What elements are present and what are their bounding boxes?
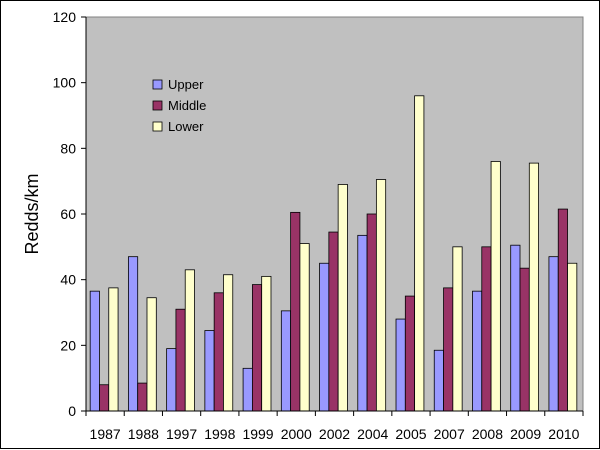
bar-upper-2005 (395, 318, 406, 412)
legend-swatch-lower (152, 121, 163, 132)
bar-lower-1987 (108, 287, 119, 412)
bar-lower-2000 (299, 243, 310, 412)
bar-upper-1988 (127, 256, 139, 412)
y-tick-label: 120 (53, 9, 77, 25)
legend-label-upper: Upper (168, 77, 204, 92)
bar-lower-1998 (223, 274, 234, 412)
x-tick-label: 2008 (472, 426, 503, 442)
bar-upper-1998 (204, 330, 215, 412)
bar-middle-2010 (557, 208, 568, 412)
x-tick-label: 1997 (166, 426, 197, 442)
y-tick-label: 20 (60, 337, 76, 353)
legend-label-middle: Middle (168, 98, 206, 113)
bar-upper-2000 (280, 310, 292, 412)
x-tick-label: 1999 (242, 426, 273, 442)
bar-lower-2009 (528, 162, 540, 412)
y-tick-label: 0 (68, 403, 76, 419)
bar-upper-1999 (242, 367, 253, 412)
bar-lower-2005 (414, 95, 425, 412)
bar-upper-2002 (319, 262, 330, 412)
x-tick-label: 2010 (548, 426, 579, 442)
bar-middle-1988 (137, 382, 148, 412)
x-tick-label: 1988 (128, 426, 159, 442)
legend: Upper Middle Lower (152, 77, 206, 134)
bar-lower-2008 (490, 161, 501, 412)
legend-swatch-upper (152, 79, 163, 90)
bar-middle-2004 (366, 213, 377, 412)
x-tick-label: 2002 (319, 426, 350, 442)
bars (89, 95, 578, 412)
y-axis: 0 20 40 60 80 100 120 (53, 9, 87, 419)
legend-swatch-middle (152, 100, 163, 111)
y-axis-label: Redds/km (22, 173, 42, 254)
bar-upper-1997 (166, 348, 177, 412)
bar-lower-2010 (567, 262, 578, 412)
bar-middle-2002 (328, 231, 339, 412)
bar-lower-1997 (184, 269, 195, 412)
bar-upper-1987 (89, 290, 100, 412)
x-tick-label: 2007 (434, 426, 465, 442)
bar-middle-2007 (443, 287, 454, 412)
x-tick-label: 1987 (90, 426, 121, 442)
bar-middle-1999 (251, 284, 263, 412)
y-tick-label: 100 (53, 75, 77, 91)
bar-upper-2010 (548, 256, 559, 412)
x-tick-label: 2000 (281, 426, 312, 442)
y-tick-label: 60 (60, 206, 76, 222)
bar-middle-1998 (213, 292, 224, 412)
bar-upper-2007 (433, 349, 444, 412)
bar-lower-1999 (261, 275, 272, 412)
bar-lower-2007 (452, 246, 463, 412)
bar-lower-1988 (146, 297, 157, 412)
bar-middle-2000 (290, 211, 301, 412)
legend-label-lower: Lower (168, 119, 204, 134)
bar-upper-2004 (357, 234, 368, 412)
bar-lower-2002 (337, 184, 348, 412)
bar-upper-2009 (510, 244, 521, 412)
bar-middle-2005 (404, 295, 416, 412)
x-tick-label: 2004 (357, 426, 388, 442)
bar-upper-2008 (472, 290, 483, 412)
x-axis: 1987 1988 1997 1998 1999 2000 2002 2004 2005 2007… (85, 410, 584, 442)
bar-middle-2009 (519, 267, 530, 412)
x-tick-label: 2005 (395, 426, 426, 442)
bar-middle-1987 (99, 384, 110, 412)
y-tick-label: 80 (60, 140, 76, 156)
bar-middle-1997 (175, 308, 186, 412)
x-tick-label: 2009 (510, 426, 541, 442)
bar-middle-2008 (481, 246, 492, 412)
y-tick-label: 40 (60, 272, 76, 288)
x-tick-label: 1998 (204, 426, 235, 442)
bar-lower-2004 (375, 179, 387, 412)
